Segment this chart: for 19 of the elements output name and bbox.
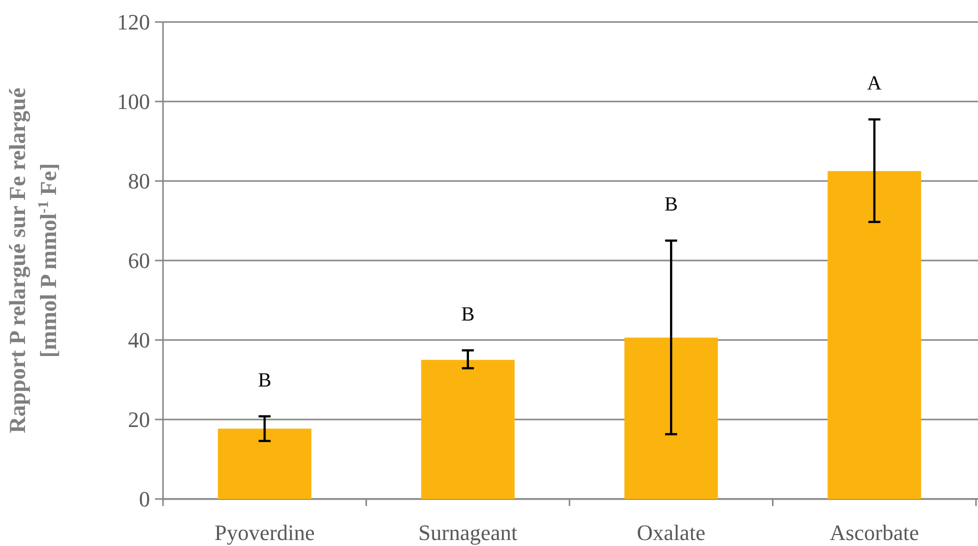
x-tick-label: Oxalate — [636, 520, 706, 545]
bar — [218, 428, 312, 499]
y-tick-label: 80 — [128, 168, 150, 194]
y-tick-label: 0 — [139, 486, 150, 512]
annotation: B — [664, 194, 678, 216]
bar — [421, 360, 515, 499]
y-tick-label: 60 — [128, 248, 150, 274]
annotation: A — [867, 72, 882, 94]
y-tick-label: 120 — [117, 10, 150, 35]
y-tick-label: 40 — [128, 328, 150, 353]
bar — [624, 338, 718, 499]
bar — [828, 171, 922, 499]
x-tick-label: Pyoverdine — [214, 520, 315, 545]
annotation: B — [461, 303, 475, 326]
annotation: B — [258, 369, 272, 392]
x-tick-label: Ascorbate — [830, 520, 919, 545]
x-tick-label: Surnageant — [418, 520, 518, 545]
y-tick-label: 100 — [117, 89, 150, 114]
y-tick-label: 20 — [128, 407, 150, 432]
